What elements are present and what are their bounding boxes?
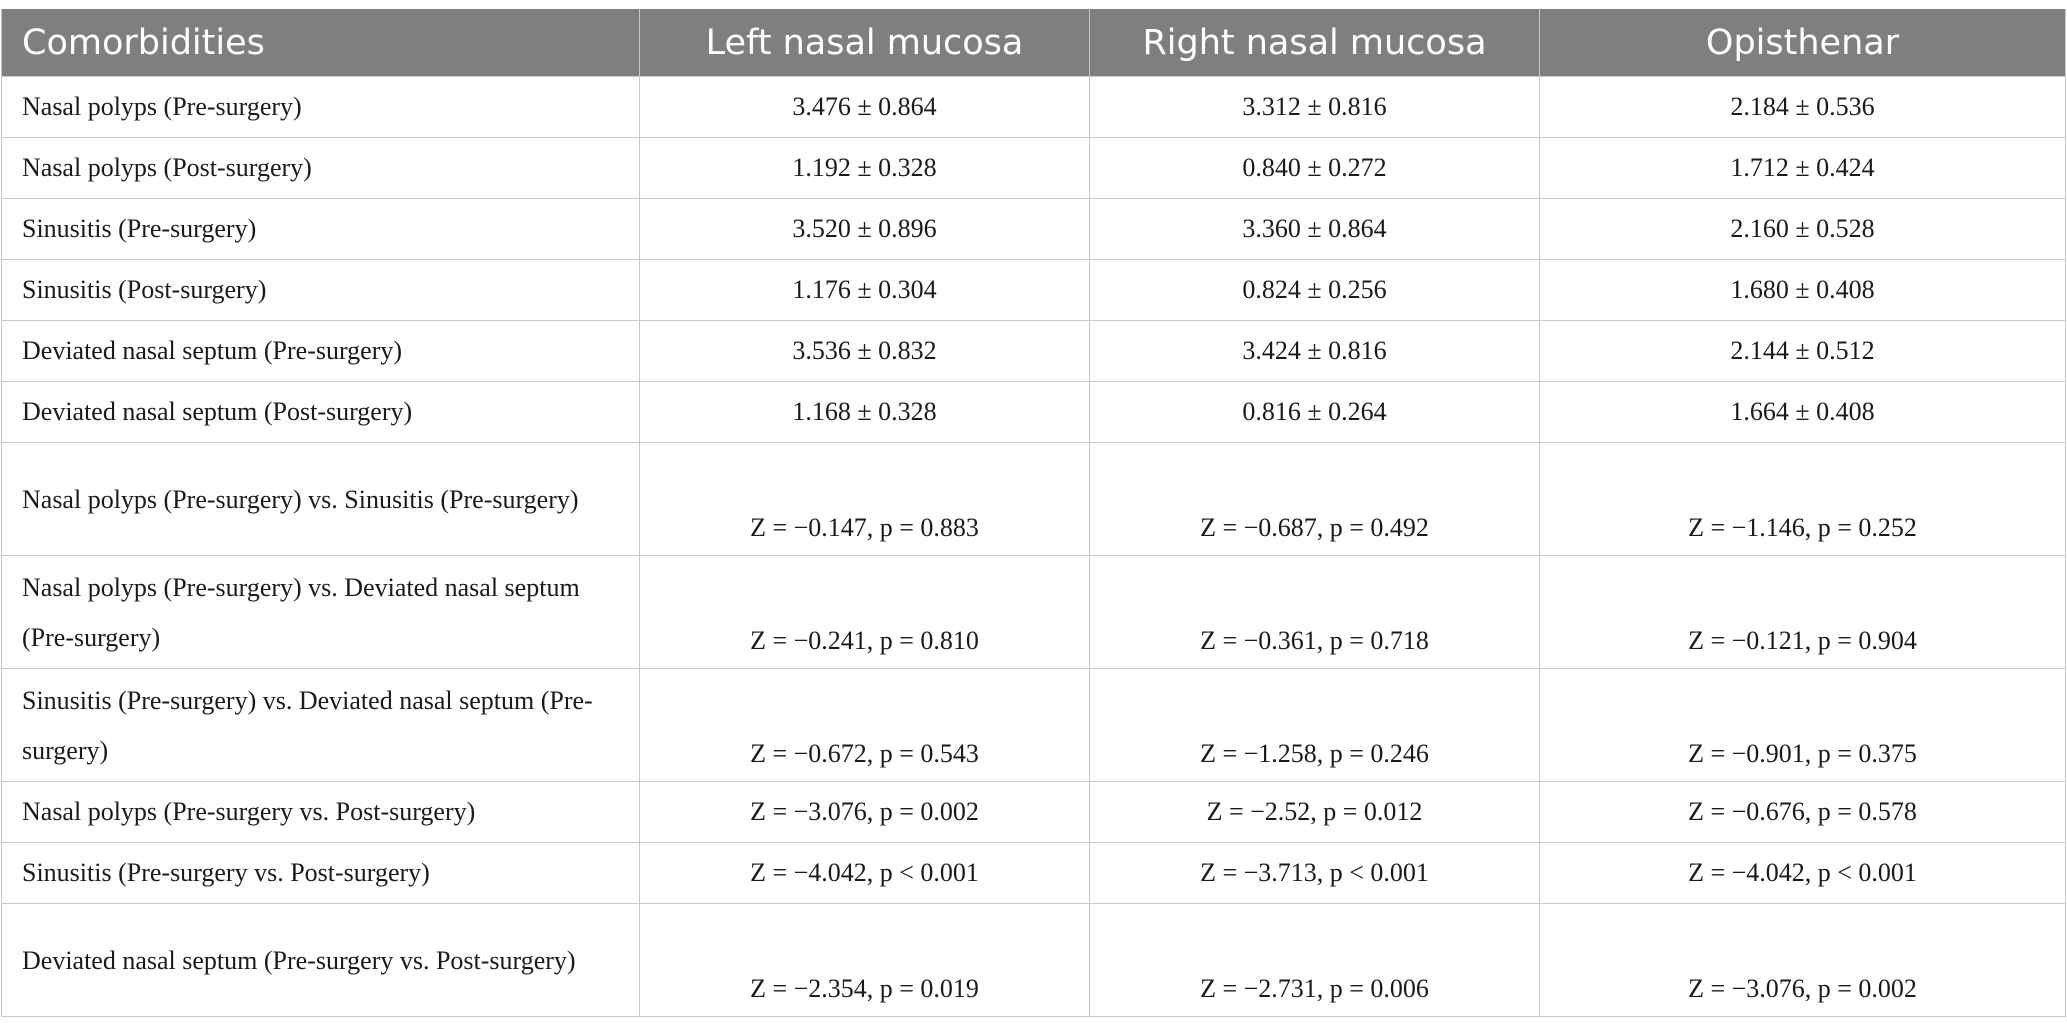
cell-right-nasal-mucosa: Z = −0.361, p = 0.718 (1089, 555, 1540, 669)
cell-right-nasal-mucosa: 0.840 ± 0.272 (1089, 137, 1540, 199)
table-row: Nasal polyps (Post-surgery) 1.192 ± 0.32… (1, 137, 2066, 199)
table-row: Deviated nasal septum (Pre-surgery) 3.53… (1, 320, 2066, 382)
cell-opisthenar: 1.680 ± 0.408 (1539, 259, 2066, 321)
table-body: Nasal polyps (Pre-surgery) 3.476 ± 0.864… (1, 76, 2066, 1017)
header-row: Comorbidities Left nasal mucosa Right na… (1, 9, 2066, 77)
cell-left-nasal-mucosa: Z = −4.042, p < 0.001 (639, 842, 1090, 904)
cell-opisthenar: Z = −0.901, p = 0.375 (1539, 668, 2066, 782)
cell-left-nasal-mucosa: Z = −0.147, p = 0.883 (639, 442, 1090, 556)
table-row: Deviated nasal septum (Pre-surgery vs. P… (1, 903, 2066, 1017)
cell-opisthenar: 2.184 ± 0.536 (1539, 76, 2066, 138)
cell-opisthenar: 1.712 ± 0.424 (1539, 137, 2066, 199)
cell-left-nasal-mucosa: 1.176 ± 0.304 (639, 259, 1090, 321)
row-label: Nasal polyps (Pre-surgery vs. Post-surge… (1, 781, 640, 843)
cell-left-nasal-mucosa: 1.168 ± 0.328 (639, 381, 1090, 443)
row-label: Deviated nasal septum (Post-surgery) (1, 381, 640, 443)
cell-left-nasal-mucosa: Z = −0.241, p = 0.810 (639, 555, 1090, 669)
cell-right-nasal-mucosa: 3.360 ± 0.864 (1089, 198, 1540, 260)
table-row: Nasal polyps (Pre-surgery) 3.476 ± 0.864… (1, 76, 2066, 138)
row-label: Nasal polyps (Pre-surgery) vs. Deviated … (1, 555, 640, 669)
comorbidities-table-container: Comorbidities Left nasal mucosa Right na… (1, 9, 2066, 1017)
cell-opisthenar: 1.664 ± 0.408 (1539, 381, 2066, 443)
row-label: Sinusitis (Pre-surgery) vs. Deviated nas… (1, 668, 640, 782)
cell-right-nasal-mucosa: 3.424 ± 0.816 (1089, 320, 1540, 382)
cell-right-nasal-mucosa: Z = −3.713, p < 0.001 (1089, 842, 1540, 904)
cell-right-nasal-mucosa: Z = −0.687, p = 0.492 (1089, 442, 1540, 556)
row-label: Sinusitis (Pre-surgery) (1, 198, 640, 260)
row-label: Deviated nasal septum (Pre-surgery vs. P… (1, 903, 640, 1017)
cell-right-nasal-mucosa: 0.816 ± 0.264 (1089, 381, 1540, 443)
table-header: Comorbidities Left nasal mucosa Right na… (1, 9, 2066, 77)
header-left-nasal-mucosa: Left nasal mucosa (639, 9, 1090, 77)
cell-opisthenar: Z = −0.121, p = 0.904 (1539, 555, 2066, 669)
header-comorbidities: Comorbidities (1, 9, 640, 77)
cell-opisthenar: 2.144 ± 0.512 (1539, 320, 2066, 382)
cell-opisthenar: Z = −4.042, p < 0.001 (1539, 842, 2066, 904)
cell-left-nasal-mucosa: 3.476 ± 0.864 (639, 76, 1090, 138)
table-row: Sinusitis (Pre-surgery) 3.520 ± 0.896 3.… (1, 198, 2066, 260)
row-label: Sinusitis (Post-surgery) (1, 259, 640, 321)
table-row: Sinusitis (Pre-surgery vs. Post-surgery)… (1, 842, 2066, 904)
table-row: Nasal polyps (Pre-surgery vs. Post-surge… (1, 781, 2066, 843)
cell-left-nasal-mucosa: 1.192 ± 0.328 (639, 137, 1090, 199)
cell-left-nasal-mucosa: Z = −3.076, p = 0.002 (639, 781, 1090, 843)
table-row: Nasal polyps (Pre-surgery) vs. Deviated … (1, 555, 2066, 669)
row-label: Nasal polyps (Post-surgery) (1, 137, 640, 199)
cell-right-nasal-mucosa: Z = −2.52, p = 0.012 (1089, 781, 1540, 843)
cell-opisthenar: 2.160 ± 0.528 (1539, 198, 2066, 260)
row-label: Deviated nasal septum (Pre-surgery) (1, 320, 640, 382)
cell-right-nasal-mucosa: 0.824 ± 0.256 (1089, 259, 1540, 321)
cell-left-nasal-mucosa: Z = −0.672, p = 0.543 (639, 668, 1090, 782)
row-label: Sinusitis (Pre-surgery vs. Post-surgery) (1, 842, 640, 904)
row-label: Nasal polyps (Pre-surgery) (1, 76, 640, 138)
table-row: Nasal polyps (Pre-surgery) vs. Sinusitis… (1, 442, 2066, 556)
cell-left-nasal-mucosa: Z = −2.354, p = 0.019 (639, 903, 1090, 1017)
cell-left-nasal-mucosa: 3.520 ± 0.896 (639, 198, 1090, 260)
cell-opisthenar: Z = −3.076, p = 0.002 (1539, 903, 2066, 1017)
cell-right-nasal-mucosa: Z = −1.258, p = 0.246 (1089, 668, 1540, 782)
comorbidities-table: Comorbidities Left nasal mucosa Right na… (1, 9, 2066, 1017)
table-row: Deviated nasal septum (Post-surgery) 1.1… (1, 381, 2066, 443)
cell-right-nasal-mucosa: 3.312 ± 0.816 (1089, 76, 1540, 138)
cell-opisthenar: Z = −0.676, p = 0.578 (1539, 781, 2066, 843)
table-row: Sinusitis (Post-surgery) 1.176 ± 0.304 0… (1, 259, 2066, 321)
row-label: Nasal polyps (Pre-surgery) vs. Sinusitis… (1, 442, 640, 556)
cell-right-nasal-mucosa: Z = −2.731, p = 0.006 (1089, 903, 1540, 1017)
header-opisthenar: Opisthenar (1539, 9, 2066, 77)
cell-left-nasal-mucosa: 3.536 ± 0.832 (639, 320, 1090, 382)
cell-opisthenar: Z = −1.146, p = 0.252 (1539, 442, 2066, 556)
header-right-nasal-mucosa: Right nasal mucosa (1089, 9, 1540, 77)
table-row: Sinusitis (Pre-surgery) vs. Deviated nas… (1, 668, 2066, 782)
